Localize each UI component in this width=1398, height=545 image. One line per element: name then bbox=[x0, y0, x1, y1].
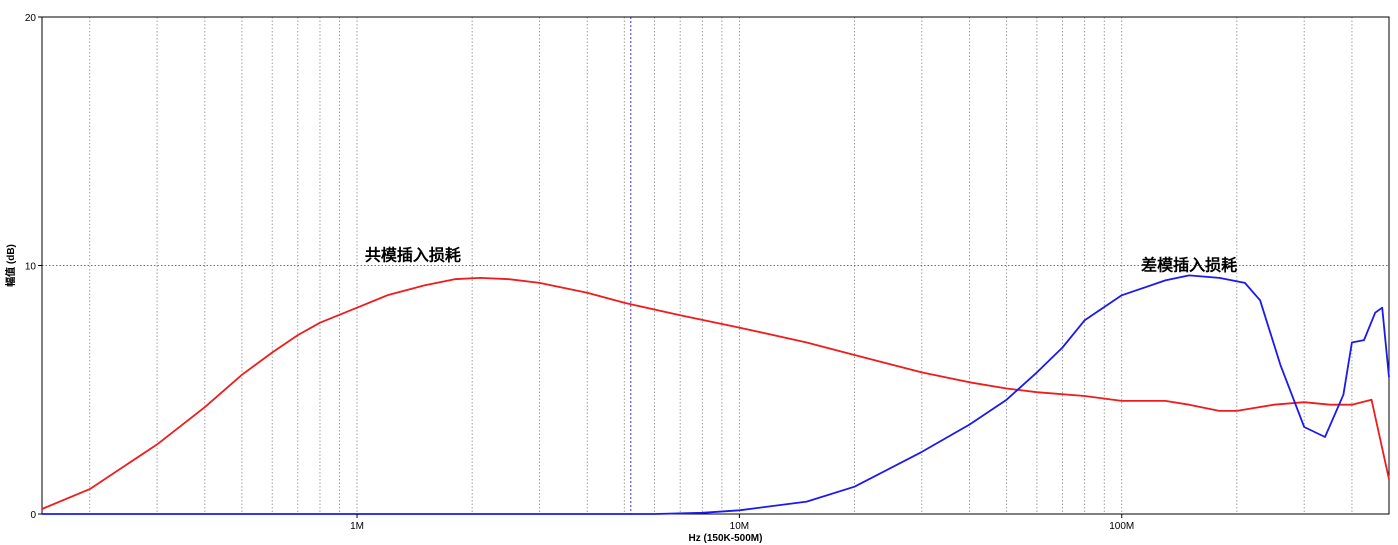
series-line-1 bbox=[41, 276, 1390, 510]
annotations: 共模插入损耗 差模插入损耗 bbox=[365, 246, 1237, 275]
y-tick-label: 10 bbox=[25, 262, 37, 273]
x-tick-label: 100M bbox=[1109, 521, 1134, 532]
series-line-2 bbox=[42, 274, 1390, 515]
series-annotation: 差模插入损耗 bbox=[1141, 255, 1237, 274]
grid-lines bbox=[42, 17, 1389, 514]
y-tick-label: 20 bbox=[25, 13, 37, 24]
series-lines bbox=[41, 274, 1390, 515]
y-tick-label: 0 bbox=[30, 510, 36, 521]
x-axis-title: Hz (150K-500M) bbox=[689, 533, 763, 544]
x-tick-label: 10M bbox=[730, 521, 749, 532]
series-annotation: 共模插入损耗 bbox=[365, 246, 461, 265]
tick-labels: 0 10 20 1M 10M 100M bbox=[25, 13, 1134, 532]
y-axis-title: 幅值 (dB) bbox=[4, 244, 17, 287]
x-tick-label: 1M bbox=[350, 521, 364, 532]
